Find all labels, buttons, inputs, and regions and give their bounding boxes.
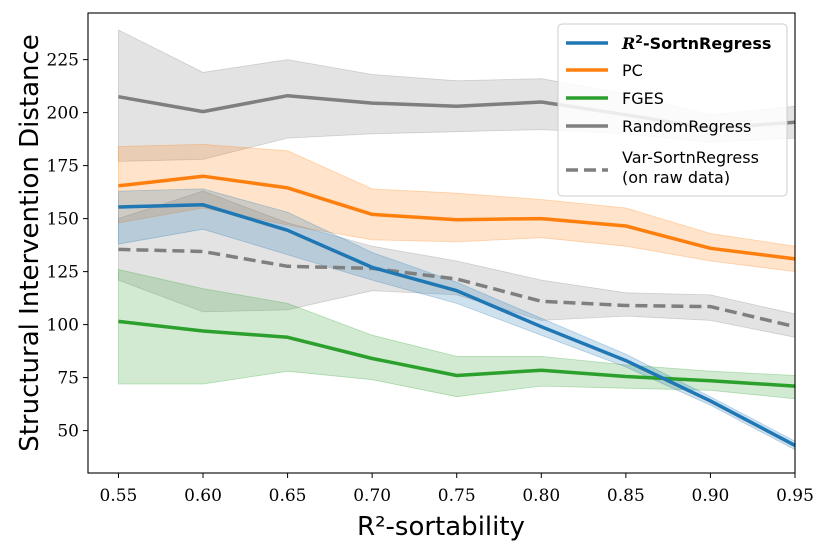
y-axis-ticks: 50 75 100 125 150 175 200 225: [47, 51, 88, 442]
legend-label-r2-suffix: -SortnRegress: [643, 34, 772, 53]
legend-box: [557, 23, 788, 197]
series-line-var-sortnregress: [118, 247, 796, 329]
x-tick-label: 0.85: [607, 486, 645, 506]
legend-label-r2-sup: 2: [635, 33, 643, 46]
x-axis-label: R²-sortability: [357, 512, 525, 542]
legend: R2-SortnRegress PC FGES RandomRegress Va…: [557, 23, 788, 197]
x-tick-label: 0.55: [100, 486, 138, 506]
legend-label-randomregress: RandomRegress: [622, 117, 751, 136]
x-tick-label: 0.90: [692, 486, 730, 506]
y-tick-label: 200: [47, 104, 79, 124]
x-tick-label: 0.70: [353, 486, 391, 506]
y-tick-label: 100: [47, 316, 79, 336]
x-tick-label: 0.65: [269, 486, 307, 506]
legend-label-fges: FGES: [622, 89, 664, 108]
series-line-pc: [118, 174, 796, 261]
y-tick-label: 150: [47, 210, 79, 230]
y-tick-label: 50: [57, 422, 79, 442]
y-tick-label: 75: [57, 369, 79, 389]
series-line-fges: [118, 319, 796, 388]
y-tick-label: 175: [47, 157, 79, 177]
legend-label-var-sortnregress-line2: (on raw data): [622, 168, 730, 187]
legend-label-pc: PC: [622, 61, 643, 80]
y-tick-label: 225: [47, 51, 79, 71]
legend-label-r2-sortnregress: R2-SortnRegress: [621, 33, 771, 54]
x-tick-label: 0.60: [184, 486, 222, 506]
legend-label-var-sortnregress-line1: Var-SortnRegress: [622, 148, 759, 167]
x-tick-label: 0.95: [776, 486, 814, 506]
x-tick-label: 0.80: [522, 486, 560, 506]
series-line-r2-sortnregress: [118, 203, 796, 447]
y-axis-label: Structural Intervention Distance: [15, 34, 45, 452]
y-tick-label: 125: [47, 263, 79, 283]
x-axis-ticks: 0.55 0.60 0.65 0.70 0.75 0.80 0.85 0.90 0.95: [100, 473, 814, 506]
plot-frame: [87, 12, 796, 474]
x-tick-label: 0.75: [438, 486, 476, 506]
series-lines: [118, 93, 796, 447]
legend-label-r2-prefix: R: [621, 34, 635, 53]
